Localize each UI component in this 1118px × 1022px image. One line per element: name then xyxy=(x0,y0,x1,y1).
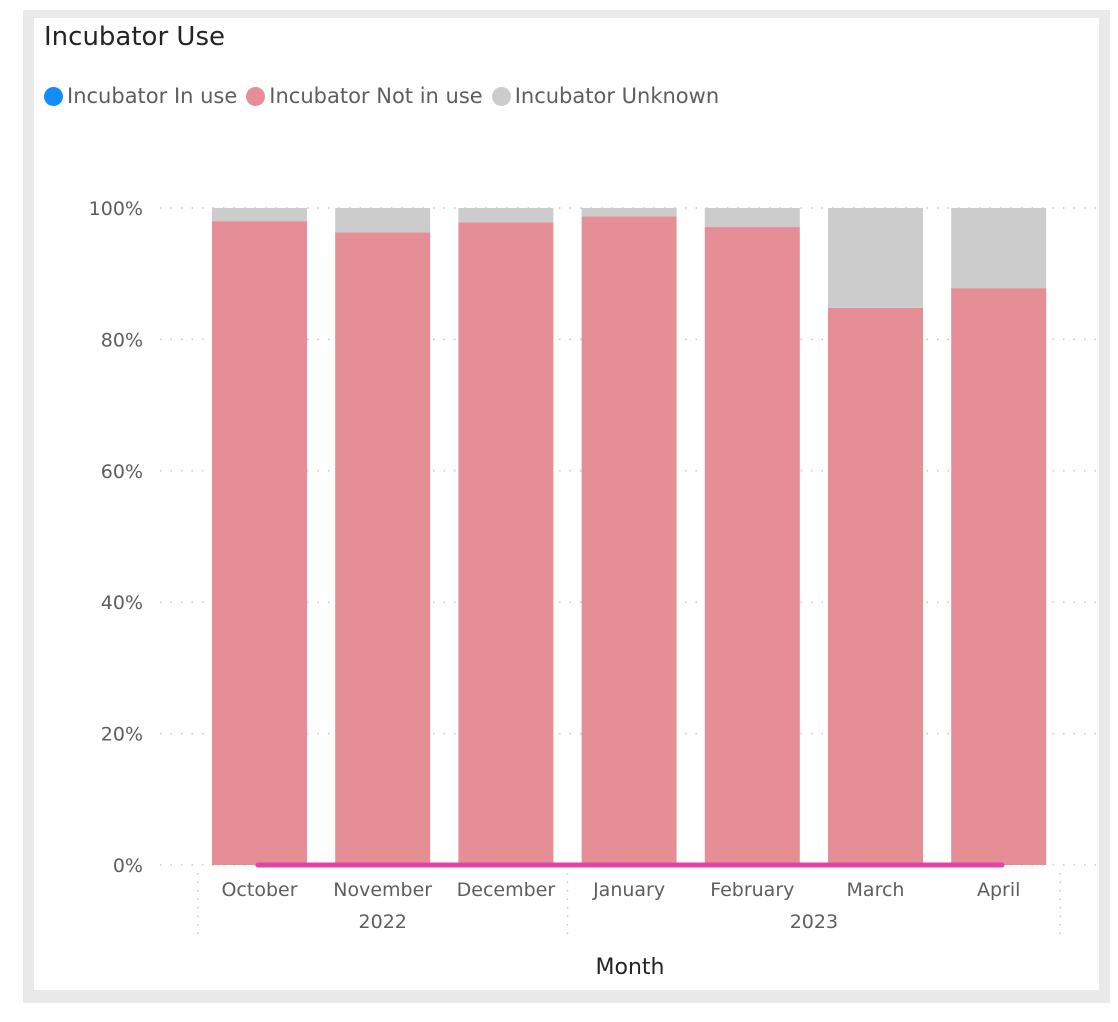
bar-segment[interactable] xyxy=(828,307,923,865)
chart-title: Incubator Use xyxy=(44,22,225,52)
x-axis-title: Month xyxy=(596,955,665,980)
bar-segment[interactable] xyxy=(335,208,431,233)
x-tick-label: March xyxy=(847,879,905,901)
legend-marker-icon xyxy=(44,86,63,106)
y-tick-label: 80% xyxy=(101,329,143,351)
legend-item[interactable]: Incubator Not in use xyxy=(246,84,483,108)
legend-label: Incubator Unknown xyxy=(514,84,720,108)
legend-item[interactable]: Incubator Unknown xyxy=(491,84,720,108)
legend-label: Incubator Not in use xyxy=(269,84,483,108)
y-axis-ticks: 0% 20% 40% 60% 80% 100% xyxy=(89,198,143,877)
x-axis-categories: October November December January February Ma… xyxy=(221,879,1020,901)
legend-label: Incubator In use xyxy=(67,84,238,108)
bar-segment[interactable] xyxy=(704,227,800,866)
y-tick-label: 20% xyxy=(101,724,143,746)
x-group-label: 2022 xyxy=(359,911,407,933)
x-tick-label: April xyxy=(977,879,1020,901)
x-axis-year-groups: 2022 2023 xyxy=(197,873,1062,940)
x-tick-label: October xyxy=(221,879,297,901)
chart-legend: Incubator In use Incubator Not in use Incu… xyxy=(44,84,728,108)
bar-segment[interactable] xyxy=(212,221,307,865)
bar-segment[interactable] xyxy=(951,288,1047,865)
bar-segment[interactable] xyxy=(458,222,554,866)
bars xyxy=(212,208,1047,866)
bar-segment[interactable] xyxy=(704,208,800,228)
bar-segment[interactable] xyxy=(581,208,677,217)
legend-marker-icon xyxy=(491,86,511,106)
bar-segment[interactable] xyxy=(458,208,554,223)
x-tick-label: November xyxy=(333,879,432,901)
y-tick-label: 0% xyxy=(113,855,143,877)
x-tick-label: February xyxy=(710,879,794,901)
bar-segment[interactable] xyxy=(581,216,677,865)
legend-item[interactable]: Incubator In use xyxy=(44,84,237,108)
y-tick-label: 100% xyxy=(89,198,143,220)
x-tick-label: December xyxy=(457,879,556,901)
bar-segment[interactable] xyxy=(335,232,431,865)
bar-segment[interactable] xyxy=(828,208,923,308)
bar-segment[interactable] xyxy=(951,208,1047,289)
y-tick-label: 60% xyxy=(101,461,143,483)
legend-marker-icon xyxy=(246,86,266,106)
x-tick-label: January xyxy=(592,879,665,901)
bar-segment[interactable] xyxy=(212,208,307,222)
x-group-label: 2023 xyxy=(790,911,838,933)
y-tick-label: 40% xyxy=(101,592,143,614)
